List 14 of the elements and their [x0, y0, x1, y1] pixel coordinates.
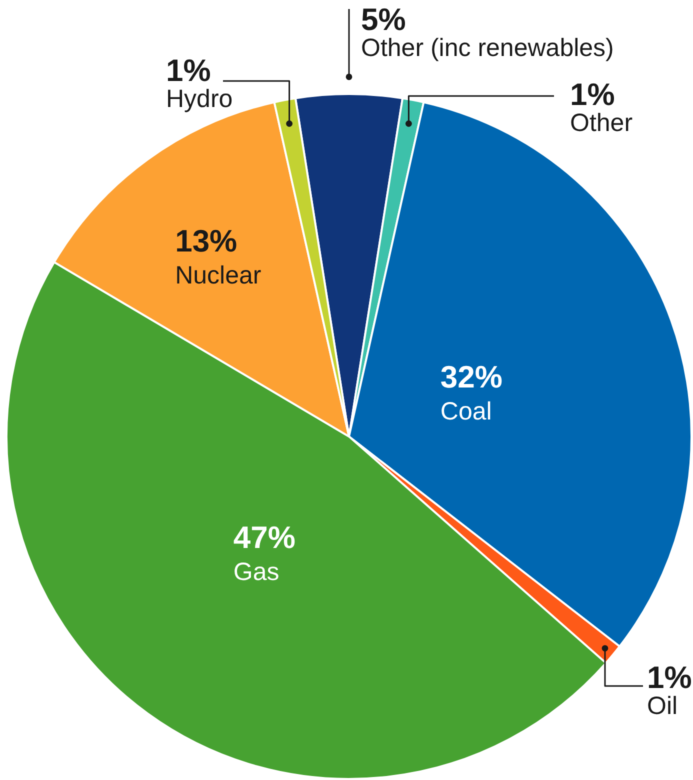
data-label: 1% [647, 660, 692, 695]
data-label: 1% [166, 53, 211, 88]
slice-label: Nuclear [175, 261, 262, 290]
slice-label: Gas [233, 558, 280, 586]
slice-label: Hydro [166, 85, 233, 113]
data-label: 47% [233, 520, 296, 555]
slice-label: Coal [440, 397, 492, 426]
slice-label: Other [570, 109, 633, 137]
slice-label: Oil [647, 692, 678, 720]
data-label: 13% [175, 223, 238, 258]
slice-label: Other (inc renewables) [361, 34, 614, 62]
data-label: 32% [440, 359, 502, 394]
data-label: 1% [570, 77, 615, 112]
data-label: 5% [361, 2, 406, 37]
